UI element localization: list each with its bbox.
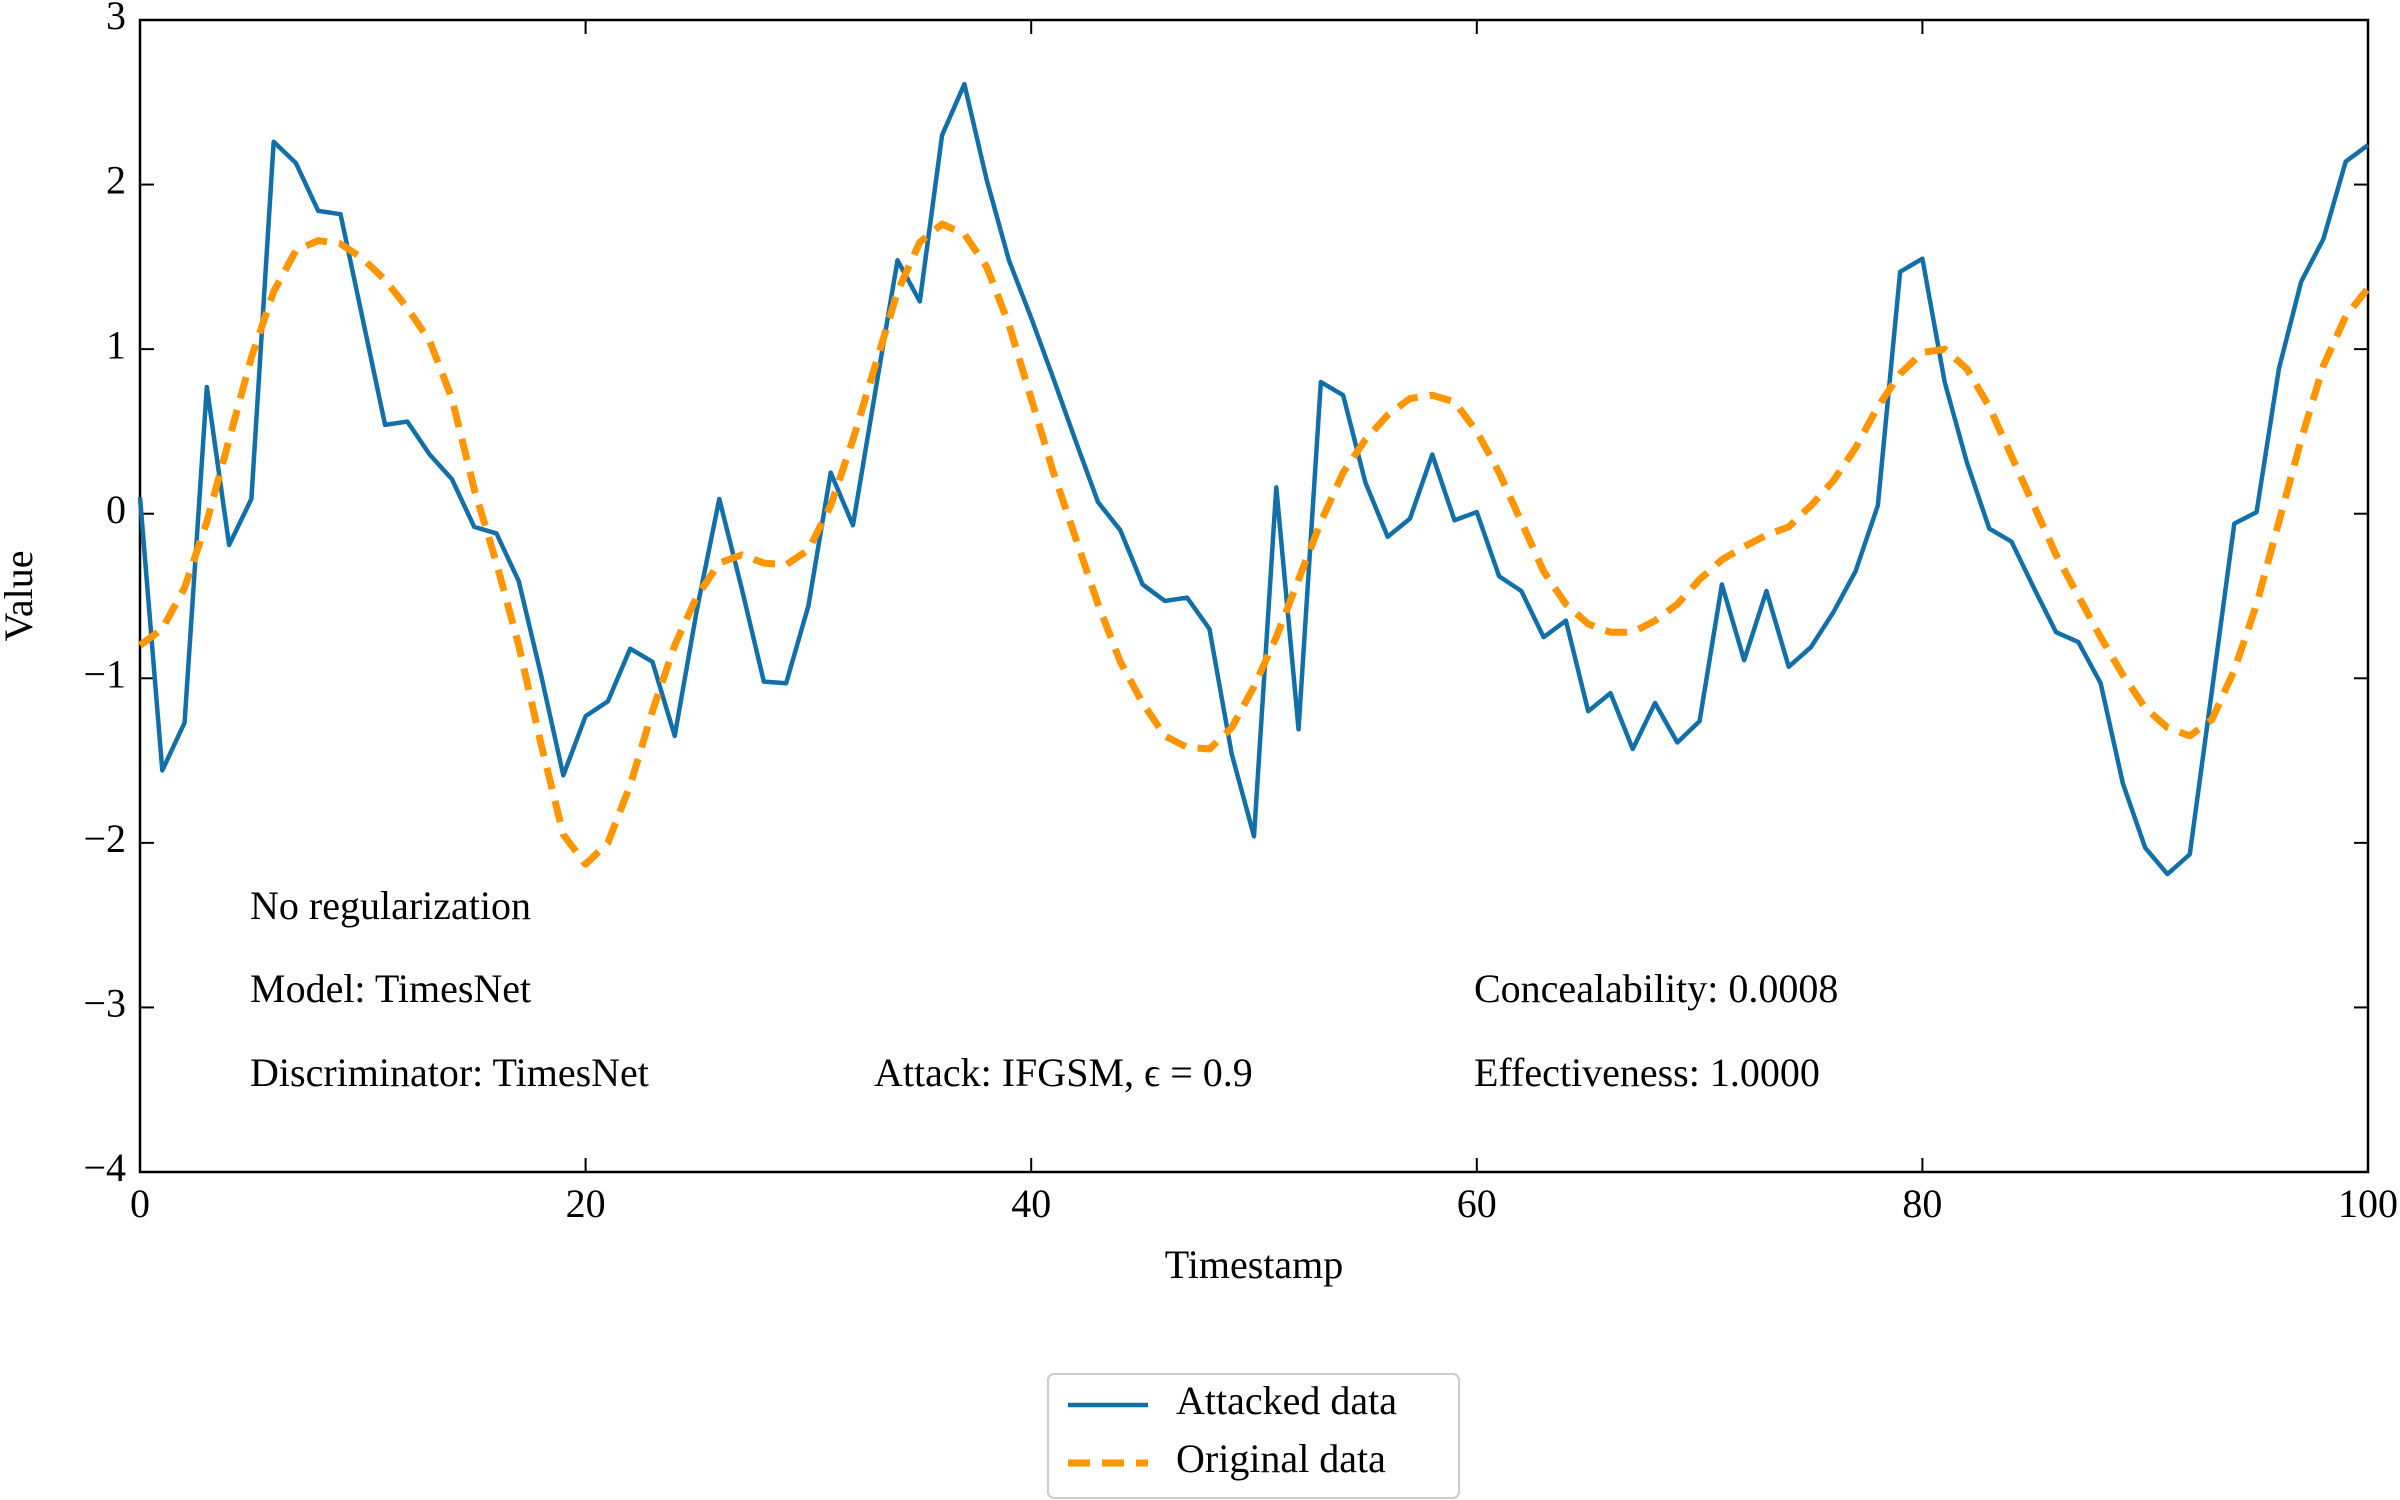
y-tick-label: −3 [83,981,126,1026]
y-tick-label: 3 [106,0,126,38]
annotation: Discriminator: TimesNet [250,1050,649,1095]
y-axis-label: Value [0,550,41,641]
legend-label: Original data [1176,1436,1386,1481]
y-tick-label: −4 [83,1145,126,1190]
y-tick-label: 2 [106,158,126,203]
data-line [137,220,2371,868]
y-tick-label: 1 [106,322,126,367]
x-tick-label: 40 [1011,1181,1051,1226]
annotation: Concealability: 0.0008 [1474,966,1838,1011]
legend-label: Attacked data [1176,1378,1397,1423]
annotation: Effectiveness: 1.0000 [1474,1050,1820,1095]
data-line [137,81,2370,877]
legend-box [1047,1373,1460,1499]
x-tick-label: 20 [566,1181,606,1226]
x-axis-label: Timestamp [1165,1242,1344,1287]
x-tick-label: 100 [2338,1181,2398,1226]
plot-frame [138,18,2370,1174]
x-tick-label: 0 [130,1181,150,1226]
annotation: No regularization [250,883,531,928]
y-tick-label: 0 [106,487,126,532]
x-tick-label: 80 [1902,1181,1942,1226]
annotation: Attack: IFGSM, ϵ = 0.9 [874,1050,1253,1095]
y-tick-label: −1 [83,651,126,696]
y-tick-label: −2 [83,816,126,861]
annotation: Model: TimesNet [250,966,531,1011]
x-tick-label: 60 [1457,1181,1497,1226]
